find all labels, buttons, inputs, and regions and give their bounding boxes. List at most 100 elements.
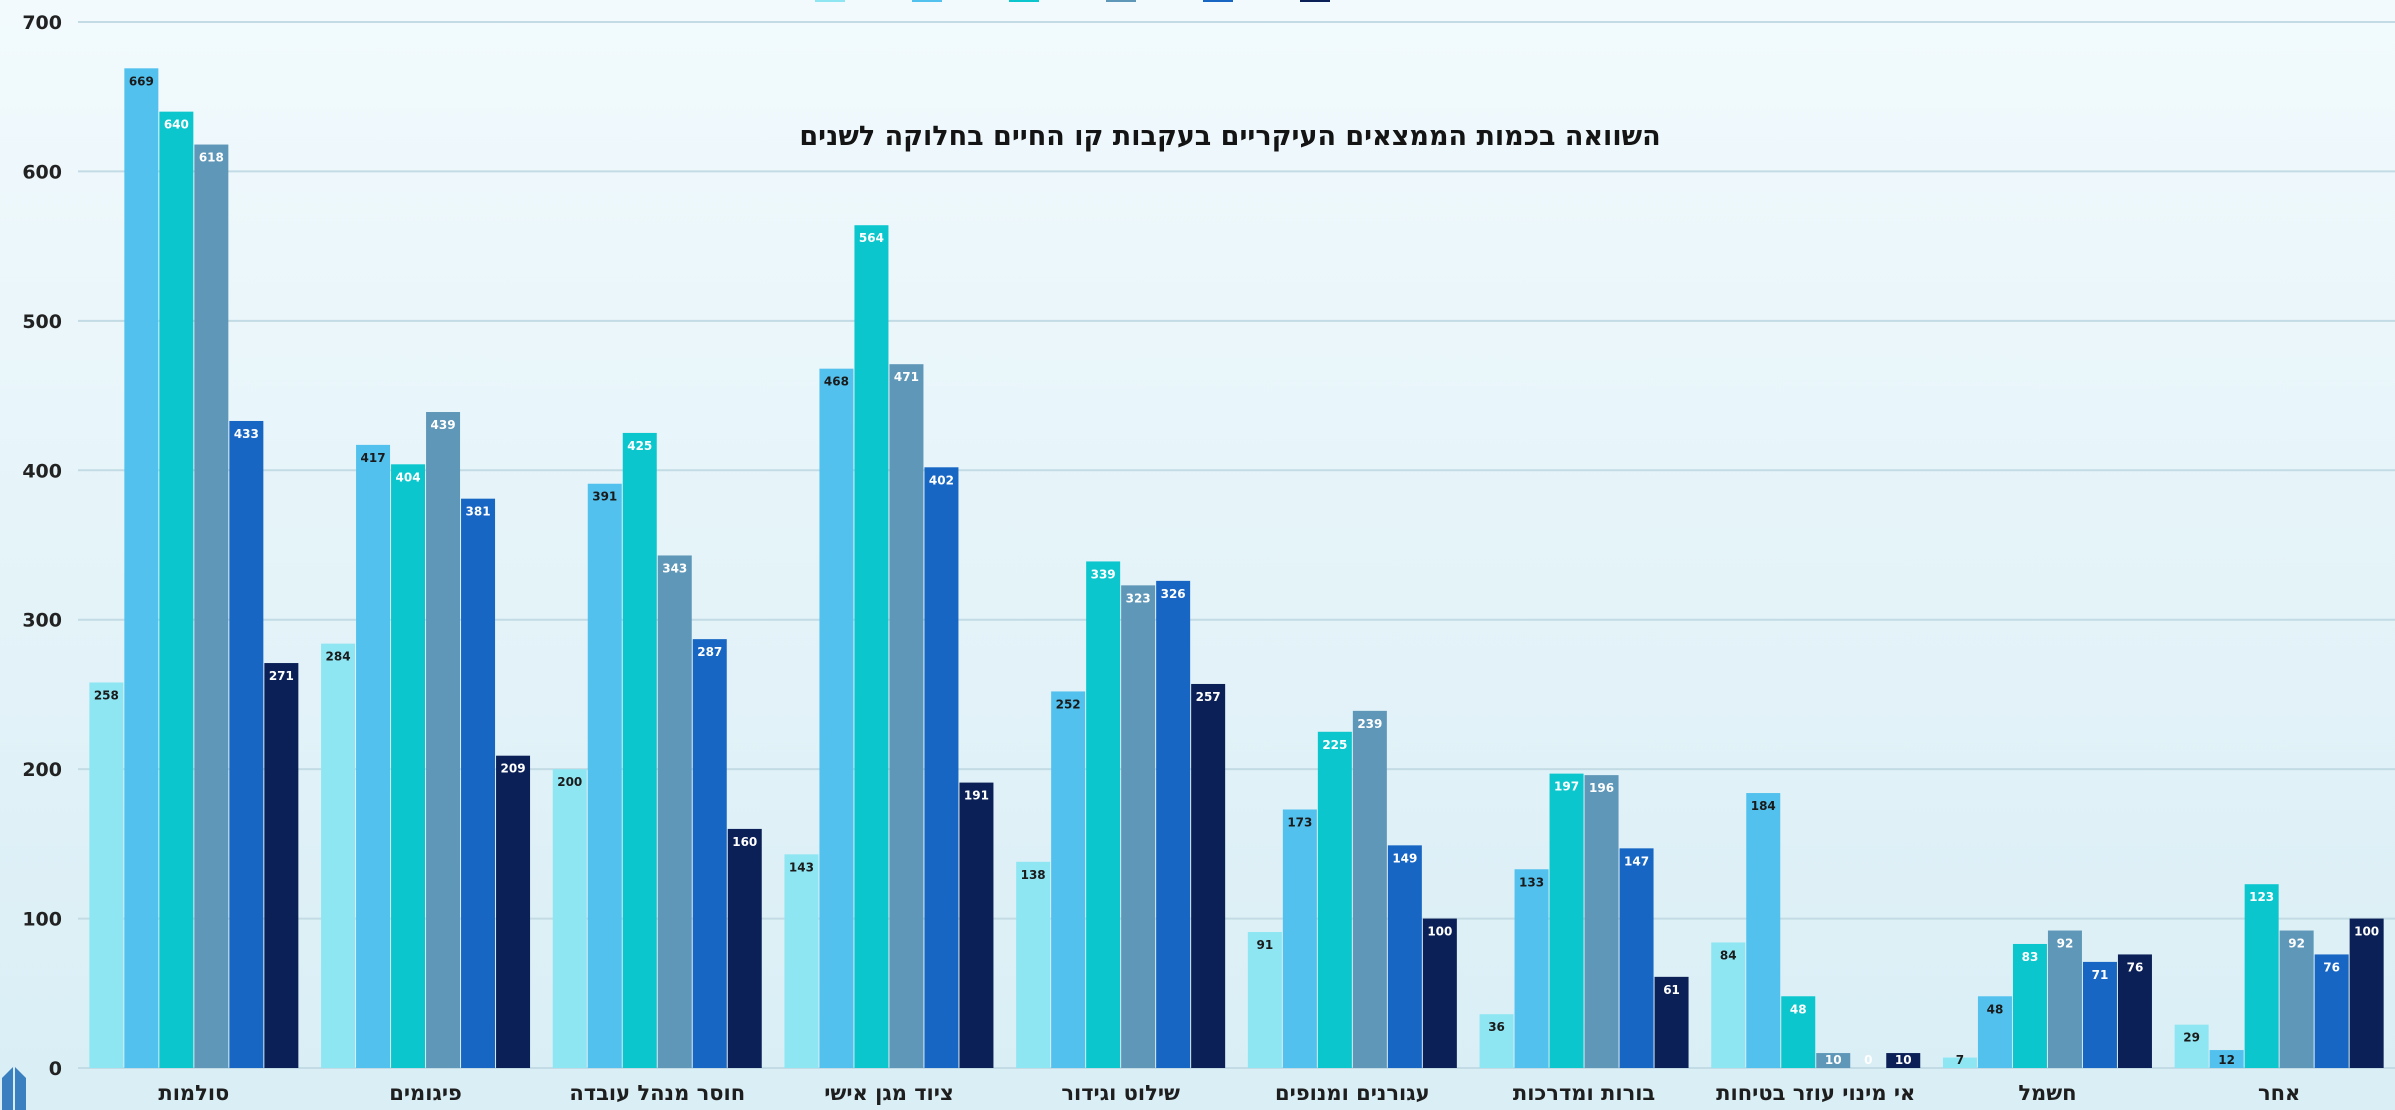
y-tick-label: 600 — [22, 161, 62, 183]
bar — [1051, 691, 1086, 1068]
data-label: 258 — [94, 688, 119, 702]
data-label: 123 — [2249, 890, 2274, 904]
data-label: 326 — [1161, 587, 1186, 601]
data-label: 76 — [2127, 960, 2144, 974]
data-label: 564 — [859, 231, 884, 245]
bar — [1886, 1053, 1921, 1068]
bar — [1156, 580, 1191, 1068]
bar — [2047, 930, 2082, 1068]
data-label: 48 — [1987, 1002, 2004, 1016]
bar — [2279, 930, 2314, 1068]
bar — [692, 639, 727, 1068]
bar — [1781, 996, 1816, 1068]
data-label: 143 — [789, 860, 814, 874]
legend-swatch — [815, 0, 845, 2]
bar — [1746, 793, 1781, 1068]
data-label: 12 — [2218, 1053, 2235, 1067]
legend — [815, 0, 1330, 2]
data-label: 84 — [1720, 948, 1737, 962]
data-label: 71 — [2092, 968, 2109, 982]
data-label: 197 — [1554, 780, 1579, 794]
bar — [2244, 884, 2279, 1068]
bar — [1422, 918, 1457, 1068]
bar — [2012, 943, 2047, 1068]
data-label: 100 — [2354, 925, 2379, 939]
data-label: 209 — [501, 762, 526, 776]
y-tick-label: 0 — [49, 1058, 62, 1080]
data-label: 257 — [1196, 690, 1221, 704]
bar — [461, 498, 496, 1069]
bar — [1977, 996, 2012, 1068]
bar — [229, 420, 264, 1069]
bar — [1317, 731, 1352, 1068]
data-label: 196 — [1589, 781, 1614, 795]
bar — [2082, 961, 2117, 1068]
data-label: 381 — [466, 505, 491, 519]
bar — [1549, 773, 1584, 1068]
x-tick-label: ציוד מגן אישי — [824, 1081, 953, 1105]
bar — [1121, 585, 1156, 1068]
data-label: 323 — [1126, 591, 1151, 605]
data-label: 191 — [964, 789, 989, 803]
bar — [391, 464, 426, 1068]
bar — [124, 68, 159, 1068]
bars — [89, 68, 2384, 1069]
data-labels: 258 669 640 618 433 271 284 417 404 439 381 209 200 3… — [94, 74, 2379, 1067]
data-label: 402 — [929, 473, 954, 487]
bar — [2174, 1024, 2209, 1068]
bar — [1654, 976, 1689, 1068]
bar — [264, 663, 299, 1068]
bar — [622, 432, 657, 1068]
data-label: 284 — [326, 650, 351, 664]
legend-swatch — [1203, 0, 1233, 2]
bar — [587, 483, 622, 1069]
y-tick-label: 500 — [22, 311, 62, 333]
data-label: 91 — [1256, 938, 1273, 952]
data-label: 433 — [234, 427, 259, 441]
x-tick-label: פיגומים — [389, 1081, 462, 1105]
bar — [1016, 861, 1051, 1068]
bar — [924, 467, 959, 1069]
bar — [2117, 954, 2152, 1068]
bar — [1282, 809, 1317, 1068]
data-label: 618 — [199, 151, 224, 165]
bar — [1352, 710, 1387, 1068]
bar — [784, 854, 819, 1068]
bar — [1816, 1053, 1851, 1068]
bar — [1479, 1014, 1514, 1068]
chart-title: השוואה בכמות הממצאים העיקריים בעקבות קו … — [799, 121, 1660, 152]
x-tick-label: אי מינוי עוזר בטיחות — [1716, 1081, 1915, 1105]
bar — [321, 643, 356, 1068]
data-label: 29 — [2183, 1031, 2200, 1045]
data-label: 287 — [697, 645, 722, 659]
data-label: 417 — [361, 451, 386, 465]
data-label: 100 — [1427, 925, 1452, 939]
bar — [1942, 1057, 1977, 1068]
bar — [159, 111, 194, 1068]
data-label: 225 — [1322, 738, 1347, 752]
x-tick-label: שילוט וגידור — [1061, 1081, 1180, 1105]
legend-swatch — [912, 0, 942, 2]
data-label: 36 — [1488, 1020, 1505, 1034]
data-label: 173 — [1287, 815, 1312, 829]
bar — [1711, 942, 1746, 1068]
data-label: 0 — [1864, 1053, 1872, 1067]
data-label: 200 — [557, 775, 582, 789]
data-label: 439 — [431, 418, 456, 432]
bar — [889, 364, 924, 1069]
data-label: 425 — [627, 439, 652, 453]
bar — [959, 782, 994, 1068]
bar — [356, 444, 391, 1069]
data-label: 271 — [269, 669, 294, 683]
data-label: 83 — [2022, 950, 2039, 964]
data-label: 339 — [1091, 567, 1116, 581]
y-tick-label: 700 — [22, 12, 62, 34]
bar — [1514, 869, 1549, 1068]
bar — [1619, 848, 1654, 1068]
data-label: 10 — [1825, 1053, 1842, 1067]
bar — [727, 828, 762, 1068]
bar — [1247, 932, 1282, 1068]
bar — [496, 755, 531, 1068]
data-label: 7 — [1956, 1053, 1964, 1067]
